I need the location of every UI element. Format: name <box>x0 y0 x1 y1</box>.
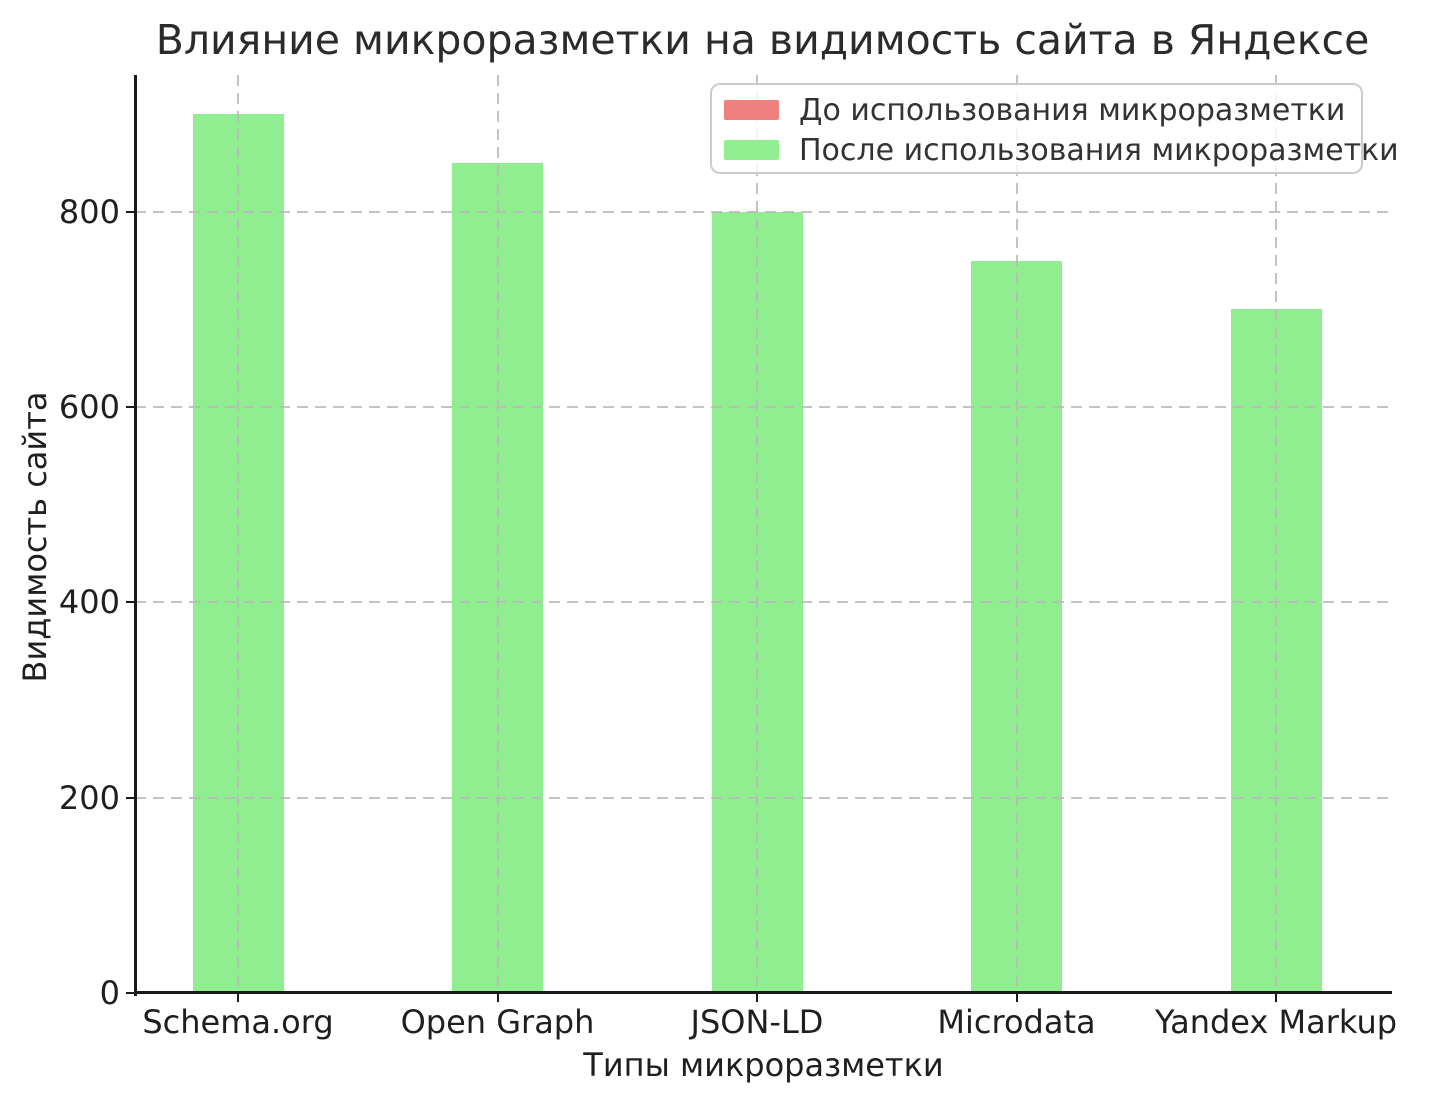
y-tick-label-0: 0 <box>99 974 120 1012</box>
y-tick-label-200: 200 <box>58 778 120 817</box>
legend-swatch-before <box>724 100 779 120</box>
x-tick-label-Yandex Markup: Yandex Markup <box>1154 1003 1398 1041</box>
gridline-h-200 <box>135 796 1392 799</box>
gridline-v-Yandex Markup <box>1275 75 1277 993</box>
x-axis-spine <box>134 991 1392 994</box>
plot-area <box>135 75 1392 993</box>
gridline-v-JSON-LD <box>756 75 758 993</box>
x-axis-label: Типы микроразметки <box>583 1046 944 1084</box>
y-tick-mark <box>126 210 135 213</box>
y-tick-label-800: 800 <box>58 192 120 231</box>
x-tick-label-Microdata: Microdata <box>937 1003 1096 1041</box>
gridline-v-Open Graph <box>496 75 499 993</box>
y-tick-label-600: 600 <box>58 388 120 427</box>
y-tick-label-400: 400 <box>58 583 120 622</box>
legend-item-after: После использования микроразметки <box>724 130 1399 170</box>
gridline-h-600 <box>135 406 1392 409</box>
legend-label-after: После использования микроразметки <box>799 132 1399 168</box>
x-tick-mark <box>1275 993 1277 1002</box>
x-tick-mark <box>237 993 239 1002</box>
x-tick-label-Open Graph: Open Graph <box>400 1003 595 1041</box>
x-tick-mark <box>756 993 758 1002</box>
x-tick-label-JSON-LD: JSON-LD <box>690 1003 824 1041</box>
y-tick-mark <box>126 992 135 994</box>
y-tick-mark <box>126 796 135 799</box>
gridline-h-800 <box>135 210 1392 213</box>
y-axis-label: Видимость сайта <box>16 391 54 683</box>
legend-swatch-after <box>724 140 779 160</box>
y-axis-spine <box>134 75 137 996</box>
chart-title: Влияние микроразметки на видимость сайта… <box>155 16 1370 64</box>
legend-label-before: До использования микроразметки <box>799 92 1346 128</box>
x-tick-mark <box>496 993 499 1002</box>
legend-item-before: До использования микроразметки <box>724 90 1361 130</box>
y-tick-mark <box>126 406 135 409</box>
x-tick-label-Schema.org: Schema.org <box>142 1003 334 1041</box>
y-tick-mark <box>126 601 135 604</box>
gridline-v-Microdata <box>1015 75 1018 993</box>
x-tick-mark <box>1015 993 1018 1002</box>
legend: До использования микроразметки После исп… <box>710 83 1399 174</box>
grid-layer <box>135 75 1392 993</box>
gridline-v-Schema.org <box>237 75 239 993</box>
gridline-h-400 <box>135 601 1392 604</box>
